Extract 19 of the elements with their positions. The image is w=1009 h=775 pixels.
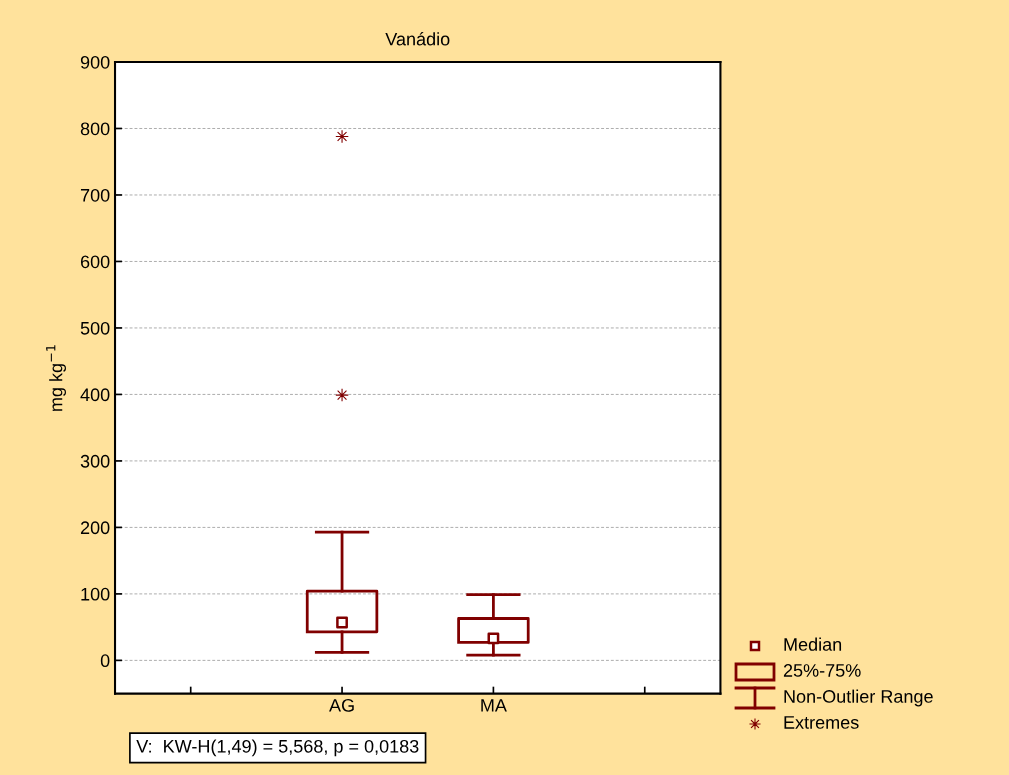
y-tick-label: 900 [80, 55, 110, 69]
y-tick-label: 200 [80, 521, 110, 535]
y-tick-label: 800 [80, 122, 110, 136]
y-tick-label: 600 [80, 255, 110, 269]
text: V: KW-H(1,49) = 5,568, p = 0,0183 [136, 739, 419, 757]
y-tick-label: 300 [80, 454, 110, 468]
text: Median [784, 637, 842, 651]
text: Extremes [784, 716, 859, 729]
y-tick-label: 500 [80, 321, 110, 335]
text: 25%-75% [783, 664, 861, 677]
chart-title: Vanádio [385, 32, 450, 46]
x-tick-label: MA [481, 699, 507, 712]
y-tick-label: 700 [80, 188, 110, 202]
text: Non-Outlier Range [784, 689, 933, 707]
y-tick-label: 0 [100, 654, 110, 668]
x-tick-label: AG [329, 698, 354, 712]
y-axis-title: mg kg$^{−1}$ [46, 345, 66, 411]
y-tick-label: 400 [80, 388, 110, 402]
y-tick-label: 100 [81, 587, 110, 601]
